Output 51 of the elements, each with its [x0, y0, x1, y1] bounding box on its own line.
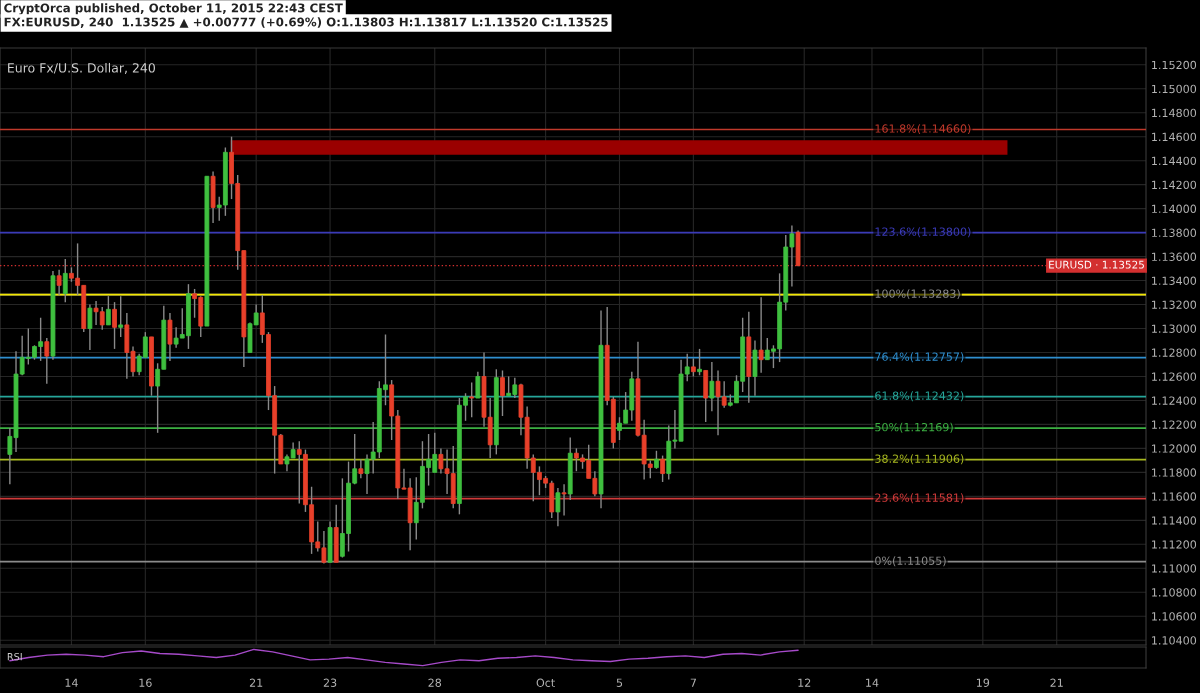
x-tick-label: 12 [798, 678, 811, 687]
x-tick-label: 16 [139, 678, 152, 687]
y-tick-label: 1.12400 [1152, 396, 1197, 405]
y-tick-label: 1.13400 [1152, 276, 1197, 285]
x-tick-label: 19 [976, 678, 990, 687]
y-tick-label: 1.13600 [1152, 252, 1197, 261]
y-tick-label: 1.10600 [1152, 612, 1197, 621]
y-tick-label: 1.15000 [1152, 84, 1197, 94]
chart-title: RSI [7, 652, 22, 661]
y-tick-label: 1.14800 [1152, 108, 1197, 118]
text: CryptOrca published, October 11, 2015 22:43 CEST [4, 3, 343, 15]
y-tick-label: 1.11000 [1152, 564, 1197, 573]
x-tick-label: 5 [616, 678, 623, 687]
x-tick-label: 23 [323, 678, 337, 687]
y-tick-label: 1.11800 [1152, 468, 1197, 477]
y-tick-label: 1.13200 [1152, 300, 1197, 309]
y-tick-label: 1.13800 [1152, 228, 1197, 237]
y-tick-label: 1.10400 [1152, 636, 1197, 645]
ref-line-label: EURUSD · 1.13525 [1049, 260, 1144, 269]
y-tick-label: 1.15200 [1152, 60, 1197, 70]
x-tick-label: 7 [690, 678, 696, 687]
x-tick-label: 14 [866, 678, 879, 687]
y-tick-label: 1.13000 [1152, 324, 1197, 333]
y-tick-label: 1.12000 [1152, 444, 1197, 453]
y-tick-label: 1.14600 [1152, 132, 1197, 142]
ref-line-label: 123.6%(1.13800) [875, 227, 971, 238]
ref-line-label: 50%(1.12169) [875, 422, 953, 433]
ref-line-label: 100%(1.13283) [875, 289, 960, 300]
x-tick-label: 21 [249, 678, 263, 687]
y-tick-label: 1.10800 [1152, 588, 1197, 597]
y-tick-label: 1.14000 [1152, 204, 1197, 214]
ref-line-label: 76.4%(1.12757) [875, 352, 964, 363]
ref-line-label: 23.6%(1.11581) [875, 493, 964, 504]
y-tick-label: 1.14200 [1152, 180, 1197, 190]
ref-line-label: 0%(1.11055) [875, 556, 946, 567]
x-tick-label: Oct [536, 678, 555, 687]
y-tick-label: 1.12600 [1152, 372, 1197, 381]
y-tick-label: 1.12200 [1152, 420, 1197, 429]
y-tick-label: 1.12800 [1152, 348, 1197, 357]
ref-line-label: 161.8%(1.14660) [875, 124, 971, 135]
y-tick-label: 1.11200 [1152, 540, 1197, 549]
ref-line-label: 61.8%(1.12432) [875, 391, 964, 402]
y-tick-label: 1.11600 [1152, 492, 1197, 501]
x-tick-label: 28 [428, 678, 442, 687]
y-tick-label: 1.14400 [1152, 156, 1197, 166]
x-tick-label: 14 [65, 678, 78, 687]
x-tick-label: 21 [1050, 678, 1063, 687]
text: Euro Fx/U.S. Dollar, 240 [8, 62, 155, 74]
ref-line-label: 38.2%(1.11906) [875, 454, 964, 465]
y-tick-label: 1.11400 [1152, 516, 1197, 525]
text: FX:EURUSD, 240 1.13525 ▲ +0.00777 (+0.69%) O:1.13803 H:1.13817 L:1.13520 C:1.13525 [4, 17, 608, 28]
